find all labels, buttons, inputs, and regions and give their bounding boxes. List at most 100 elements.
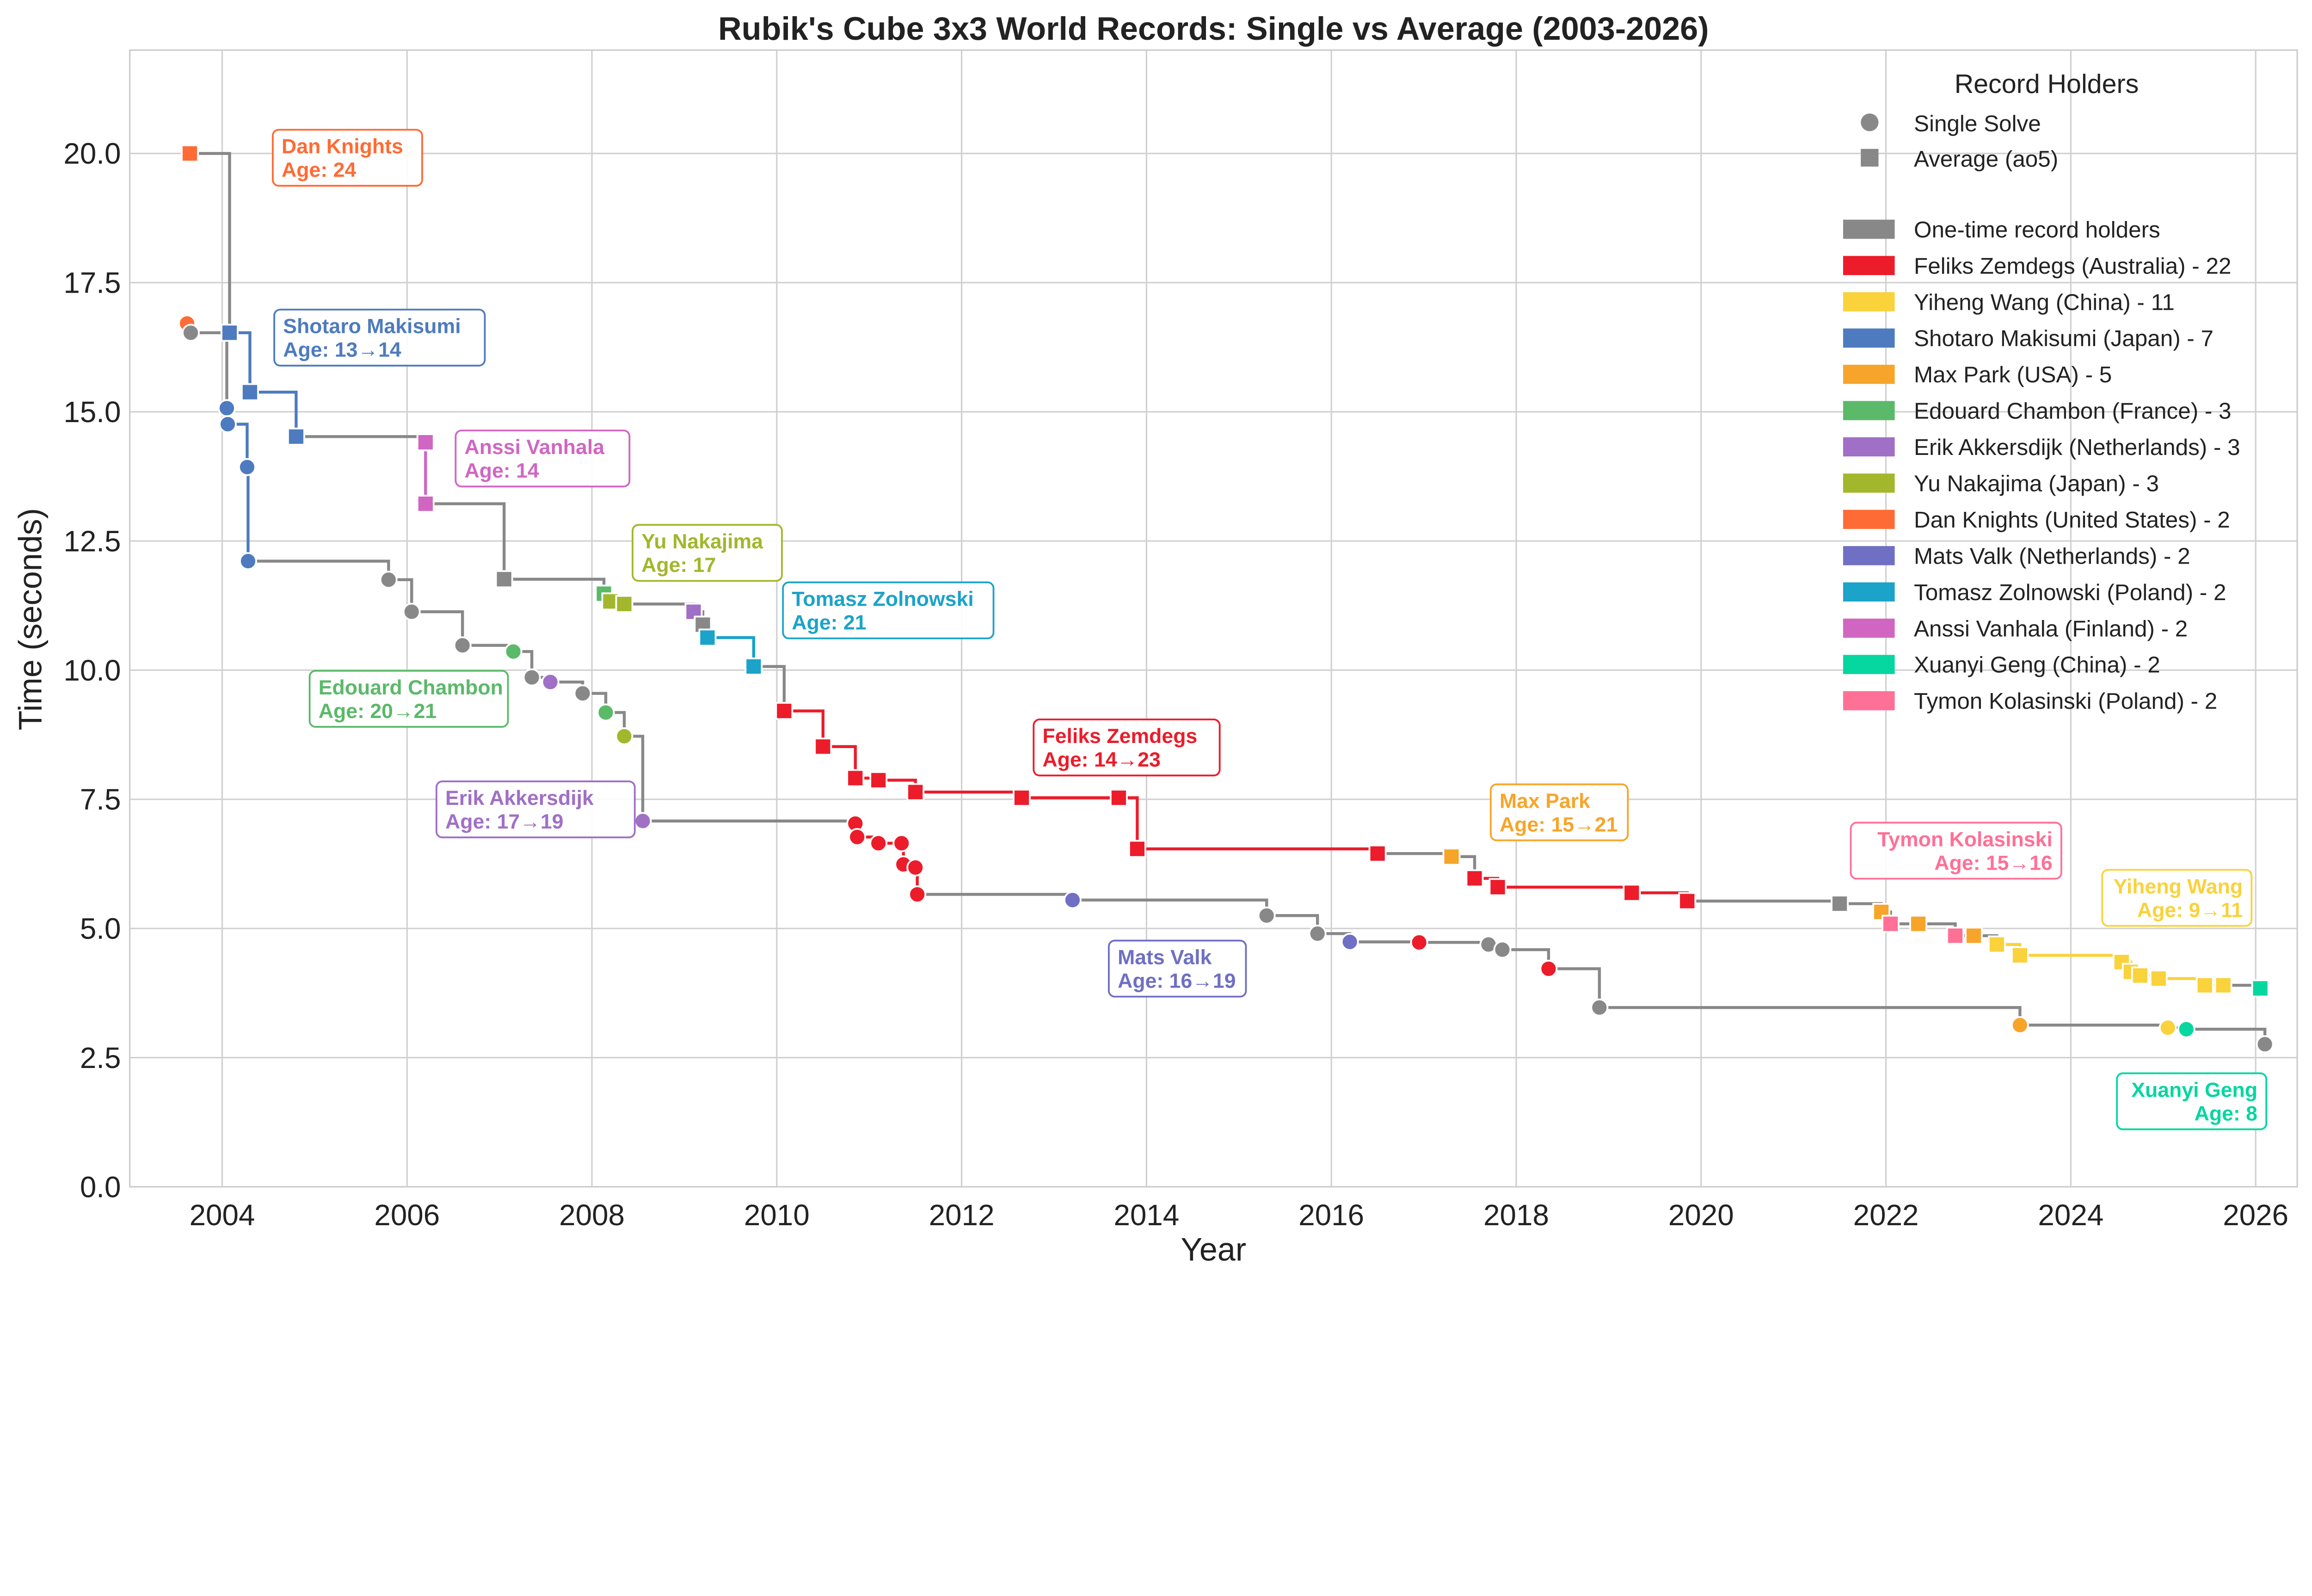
annotation-name: Mats Valk	[1118, 946, 1212, 969]
legend-color-swatch	[1843, 292, 1895, 312]
annotation-box	[782, 581, 995, 639]
annotation-name: Edouard Chambon	[319, 676, 503, 699]
single-solve-point	[1308, 924, 1327, 943]
average-point	[2131, 966, 2149, 985]
annotation-age: Age: 8	[2195, 1102, 2257, 1125]
legend-holder-label: Xuanyi Geng (China) - 2	[1914, 652, 2160, 678]
annotation-age: Age: 15→16	[1934, 852, 2052, 874]
average-point	[416, 433, 435, 452]
legend-holder-label: Anssi Vanhala (Finland) - 2	[1914, 616, 2188, 641]
annotation-box	[2101, 869, 2253, 927]
single-solve-point	[523, 668, 541, 687]
average-point	[241, 383, 259, 401]
legend-color-swatch	[1843, 619, 1895, 638]
average-point	[416, 495, 435, 513]
average-point	[684, 602, 703, 621]
single-solve-point	[869, 834, 888, 853]
average-point	[1987, 935, 2006, 954]
single-solve-point	[2177, 1020, 2195, 1038]
average-point	[2011, 946, 2029, 964]
single-solve-point	[596, 703, 615, 722]
single-solve-point	[219, 415, 237, 433]
legend-color-swatch	[1843, 546, 1895, 565]
single-solve-point	[182, 324, 200, 342]
single-solve-point	[541, 673, 560, 691]
annotation-age: Age: 14	[464, 460, 539, 482]
legend-color-swatch	[1843, 691, 1895, 711]
average-point	[698, 628, 717, 647]
legend-holder-label: Max Park (USA) - 5	[1914, 362, 2112, 387]
legend-color-swatch	[1843, 473, 1895, 493]
x-tick-label: 2010	[744, 1198, 810, 1232]
single-solve-point	[573, 684, 592, 703]
average-point	[1909, 915, 1927, 933]
annotation-age: Age: 16→19	[1118, 970, 1236, 992]
chart-title: Rubik's Cube 3x3 World Records: Single v…	[718, 10, 1709, 47]
legend-holder-label: Edouard Chambon (France) - 3	[1914, 399, 2232, 424]
average-point	[906, 783, 925, 801]
single-solve-point	[906, 858, 925, 877]
single-solve-point	[1257, 906, 1276, 925]
plot-frame	[129, 49, 2298, 1188]
annotation-box	[455, 430, 631, 488]
annotation-box	[1033, 718, 1221, 777]
data-points	[178, 144, 2274, 1053]
annotation-name: Tomasz Zolnowski	[792, 588, 973, 611]
single-solve-point	[908, 885, 927, 903]
single-solve-point	[2256, 1035, 2274, 1053]
annotation-box	[435, 780, 636, 839]
average-point	[2149, 970, 2168, 988]
annotation-name: Anssi Vanhala	[464, 436, 605, 459]
average-point	[1465, 869, 1484, 888]
annotation-name: Feliks Zemdegs	[1042, 725, 1197, 748]
legend-color-swatch	[1843, 220, 1895, 239]
average-point	[1831, 895, 1849, 913]
annotation-box	[1489, 783, 1629, 841]
legend-marker-label: Average (ao5)	[1914, 146, 2058, 172]
single-solve-point	[239, 552, 257, 571]
average-point	[775, 702, 793, 720]
single-solve-point	[1410, 933, 1428, 951]
step-segment	[784, 709, 825, 747]
annotation-age: Age: 17→19	[445, 810, 563, 833]
x-tick-label: 2024	[2038, 1198, 2103, 1232]
y-axis-label: Time (seconds)	[12, 508, 48, 730]
legend-holder-label: Tymon Kolasinski (Poland) - 2	[1914, 688, 2217, 714]
annotation-name: Shotaro Makisumi	[283, 315, 461, 338]
average-point	[495, 570, 513, 589]
tick-labels: 2004 2006 2008 2010 2012 2014 2016 2018 2020 2022…	[63, 137, 2288, 1232]
average-point	[1368, 844, 1387, 863]
x-tick-label: 2006	[374, 1198, 440, 1232]
single-solve-point	[1539, 959, 1558, 978]
single-solve-point	[402, 602, 421, 621]
step-segment	[190, 152, 231, 333]
legend-color-swatch	[1843, 328, 1895, 348]
annotation-box	[1850, 822, 2062, 880]
annotation-name: Xuanyi Geng	[2131, 1079, 2257, 1101]
legend-color-swatch	[1843, 437, 1895, 457]
single-solve-point	[218, 399, 236, 417]
step-segment	[425, 502, 506, 579]
legend-holder-label: Erik Akkersdijk (Netherlands) - 3	[1914, 435, 2240, 460]
annotation-box	[2116, 1072, 2268, 1130]
step-segment	[246, 466, 250, 561]
single-solve-point	[1590, 998, 1609, 1017]
average-point	[744, 657, 763, 676]
legend-holder-label: Dan Knights (United States) - 2	[1914, 507, 2230, 533]
average-point	[1623, 884, 1641, 902]
annotation-name: Yu Nakajima	[641, 530, 763, 553]
average-point	[2251, 979, 2269, 998]
y-tick-label: 10.0	[63, 654, 121, 687]
average-point	[615, 595, 633, 613]
x-tick-label: 2014	[1114, 1198, 1180, 1232]
y-tick-label: 7.5	[80, 783, 121, 816]
y-tick-label: 12.5	[63, 524, 121, 558]
average-point	[1882, 915, 1900, 933]
